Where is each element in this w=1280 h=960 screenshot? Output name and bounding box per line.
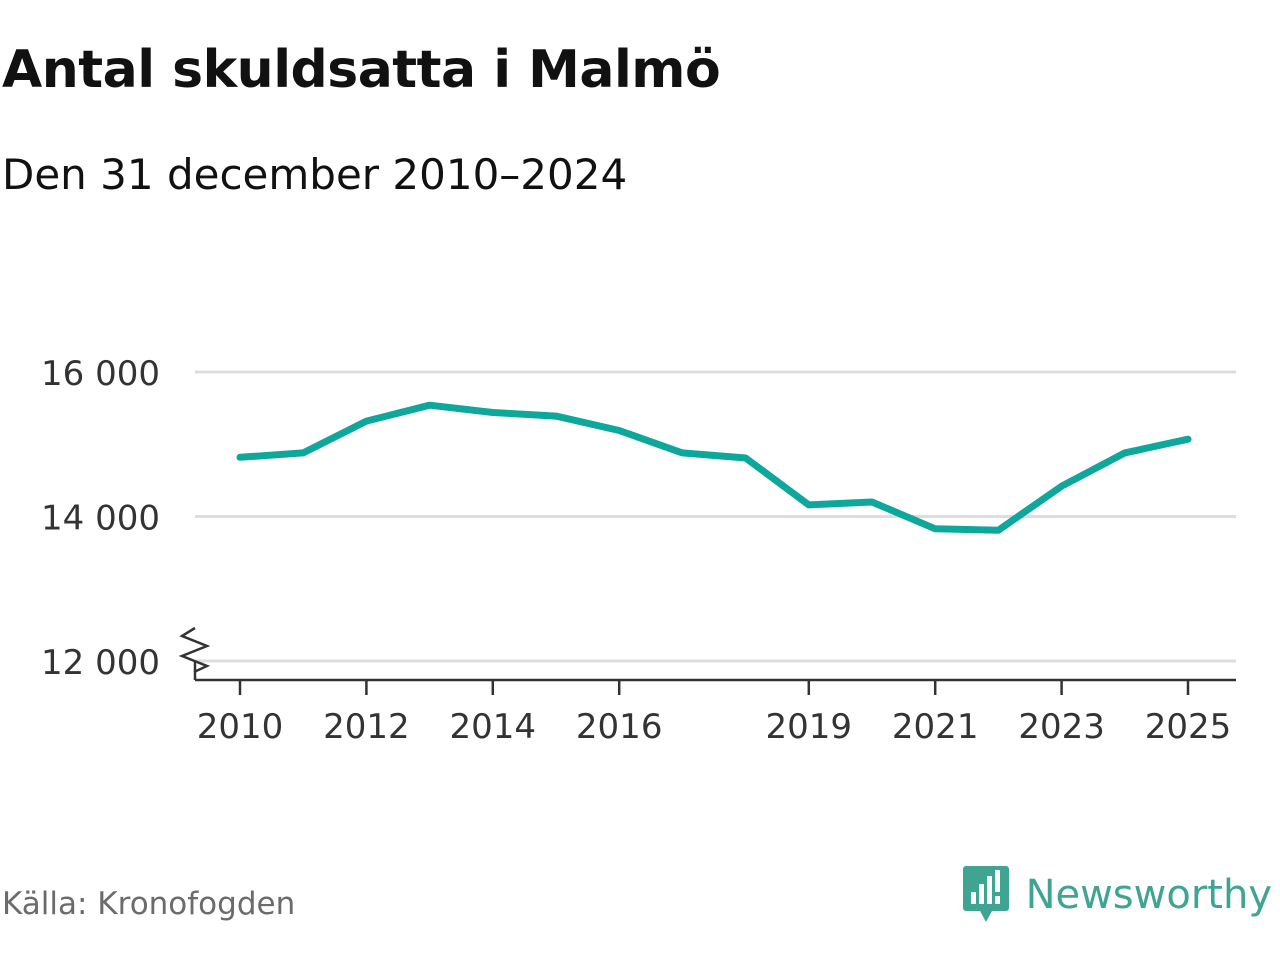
x-tick-label: 2012 <box>323 707 410 747</box>
axis-break-icon <box>178 626 211 674</box>
brand-name: Newsworthy <box>1025 872 1272 918</box>
x-tick-label: 2010 <box>197 707 284 747</box>
brand-logo-group: Newsworthy <box>962 864 1272 926</box>
chart-subtitle: Den 31 december 2010–2024 <box>2 150 628 199</box>
x-tick-label: 2016 <box>576 707 663 747</box>
gridlines <box>195 370 1236 663</box>
series-line <box>236 401 1192 534</box>
x-tick-label: 2023 <box>1018 707 1105 747</box>
axes: 12 000 14 000 16 000 2010 2012 2014 2016 2019 20… <box>41 354 1236 747</box>
y-tick-label: 12 000 <box>41 643 160 683</box>
y-tick-label: 16 000 <box>41 354 160 394</box>
x-tick-label: 2019 <box>766 707 853 747</box>
x-tick-label: 2025 <box>1145 707 1232 747</box>
y-tick-label: 14 000 <box>41 499 160 539</box>
x-tick-label: 2014 <box>450 707 537 747</box>
source-note: Källa: Kronofogden <box>2 886 296 922</box>
series-layer <box>236 401 1192 534</box>
line-chart: 12 000 14 000 16 000 2010 2012 2014 2016 2019 20… <box>41 354 1236 747</box>
x-tick-label: 2021 <box>892 707 979 747</box>
newsworthy-logo-icon <box>962 866 1009 922</box>
chart-title: Antal skuldsatta i Malmö <box>2 40 721 100</box>
